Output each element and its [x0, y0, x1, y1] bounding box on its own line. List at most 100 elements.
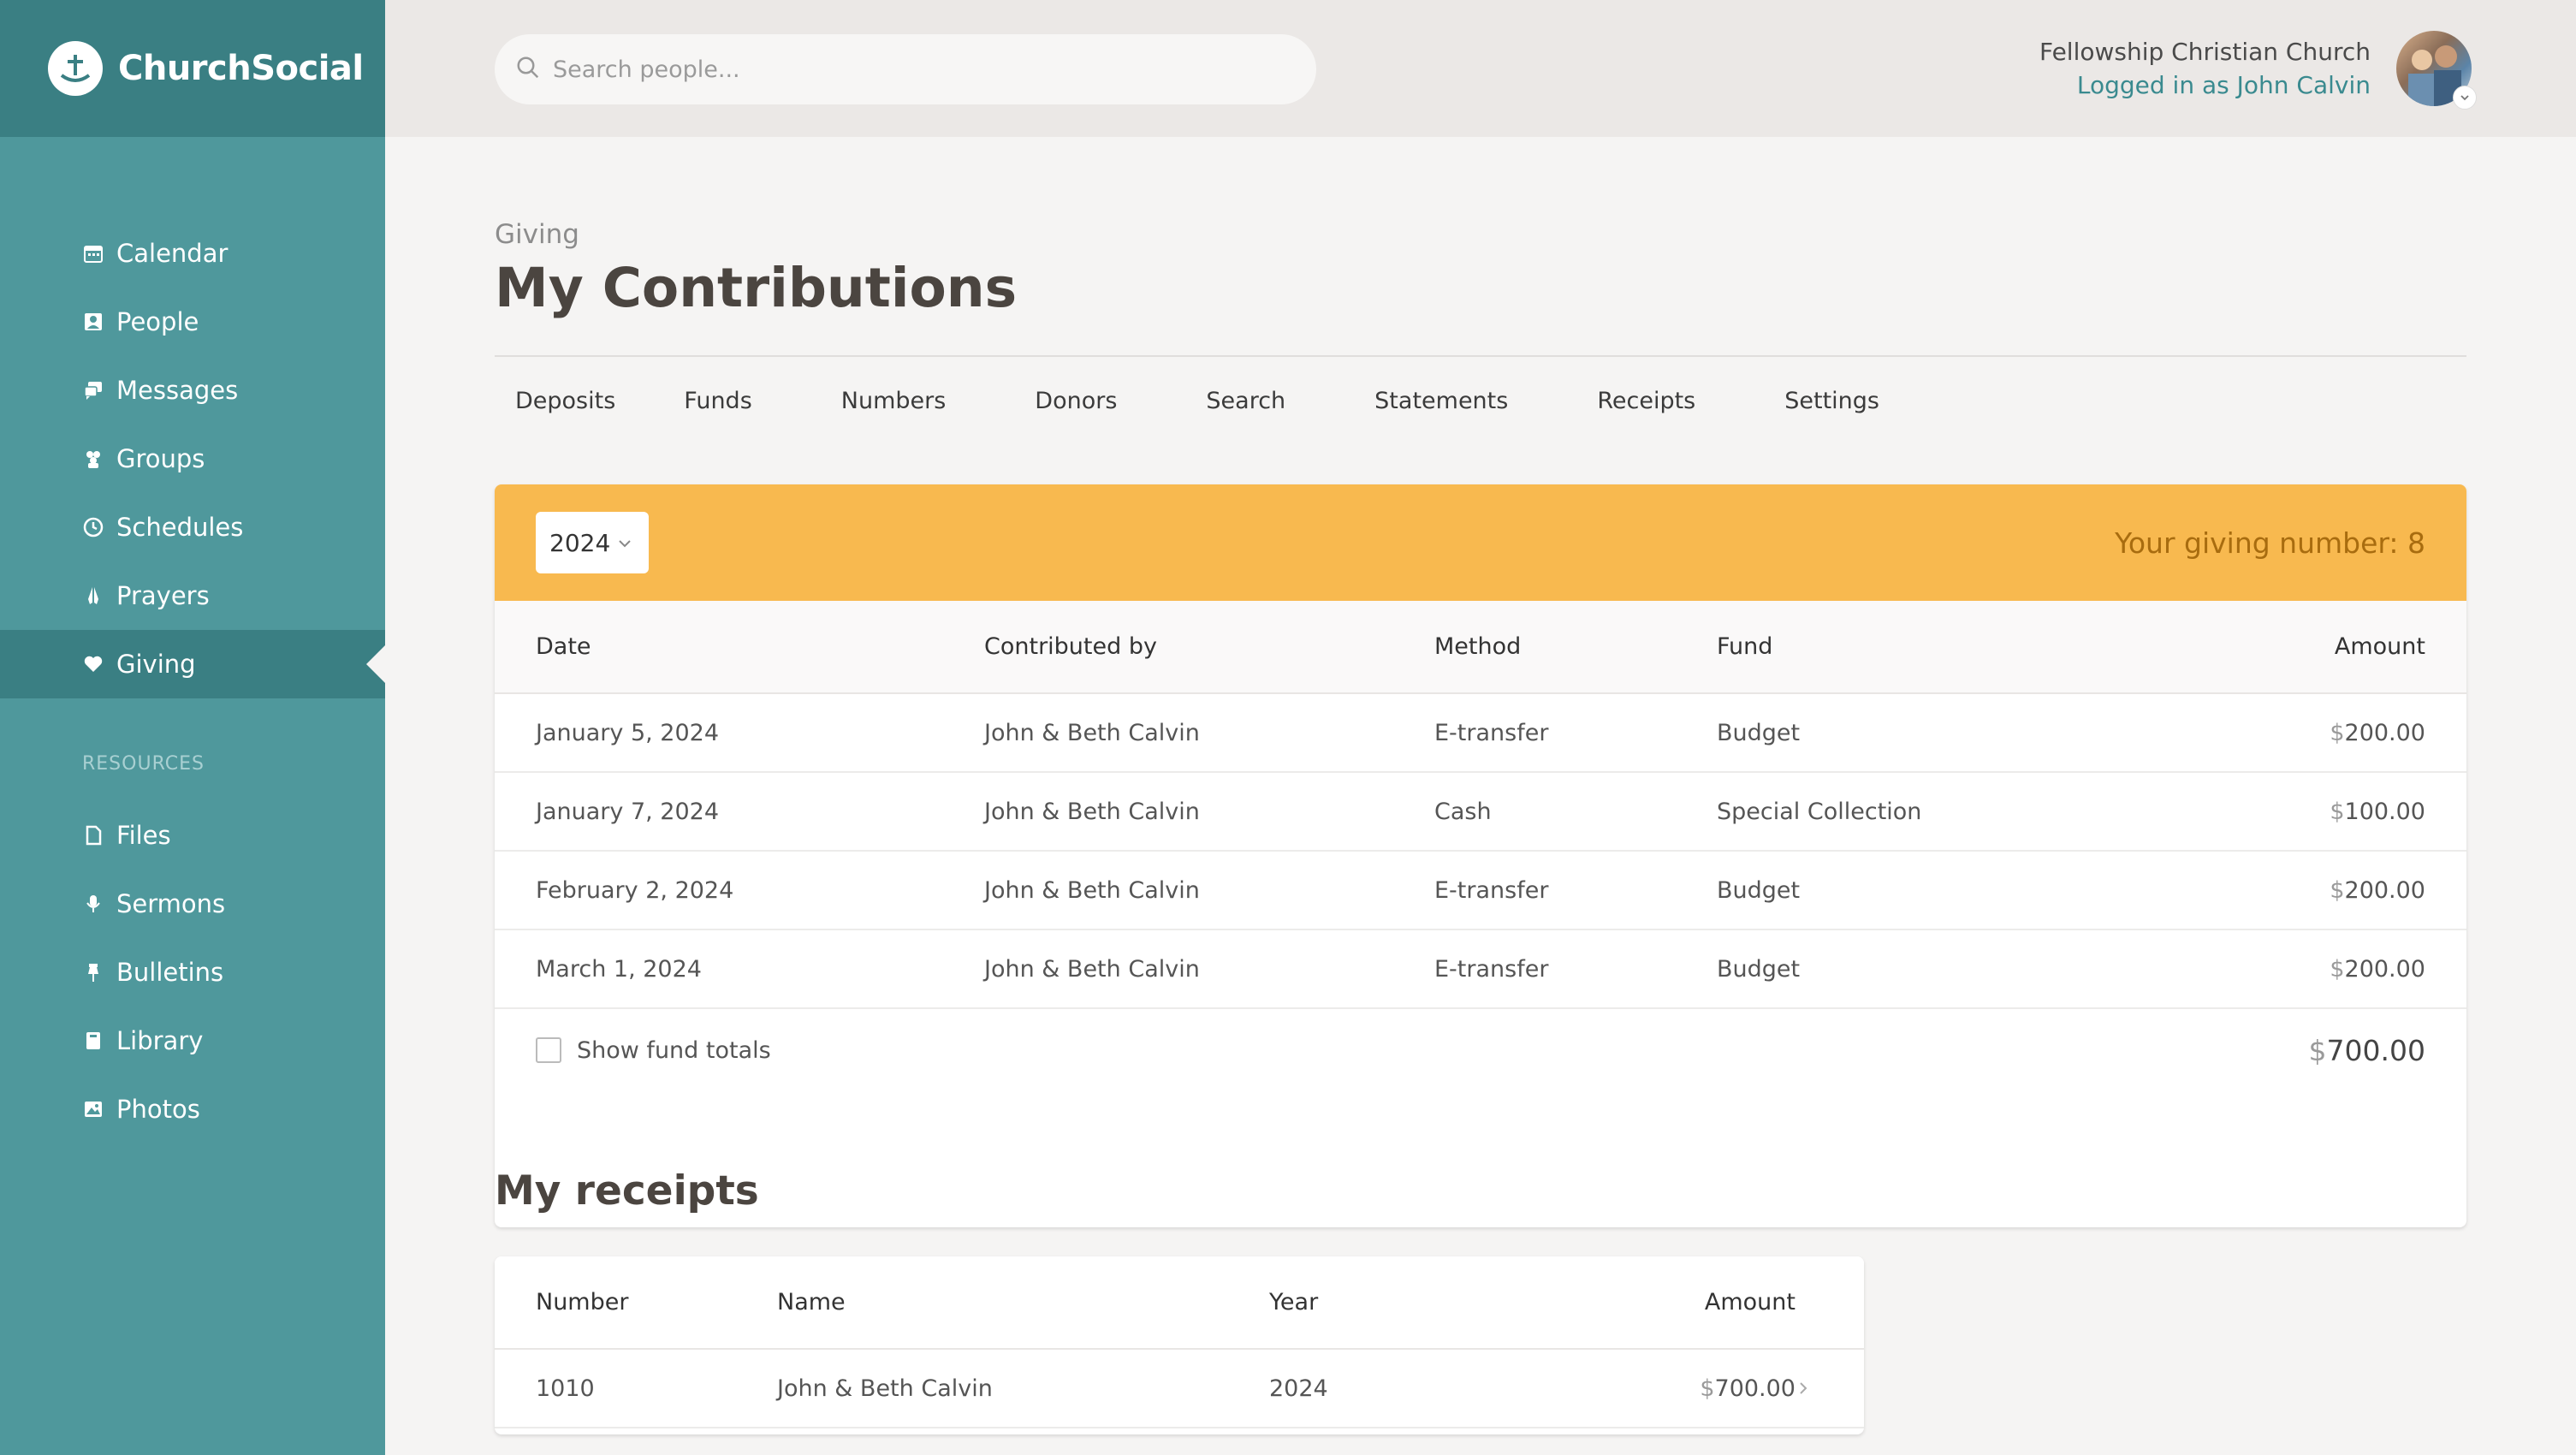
resources-nav: Files Sermons Bulletins Library Photos [0, 801, 385, 1143]
cell-amount: $200.00 [2166, 851, 2466, 930]
column-header-amount[interactable]: Amount [1526, 1256, 1795, 1350]
tab-receipts[interactable]: Receipts [1597, 388, 1696, 414]
tab-donors[interactable]: Donors [1035, 388, 1118, 414]
sidebar-item-groups[interactable]: Groups [0, 425, 385, 493]
year-select[interactable]: 2024 [536, 512, 649, 573]
sidebar-item-sermons[interactable]: Sermons [0, 870, 385, 938]
tab-search[interactable]: Search [1206, 388, 1286, 414]
tab-numbers[interactable]: Numbers [840, 388, 947, 414]
show-fund-totals-toggle[interactable]: Show fund totals [536, 1037, 771, 1064]
cell-year: 2024 [1269, 1349, 1526, 1428]
amount-value: 200.00 [2344, 719, 2425, 746]
cell-contributed-by: John & Beth Calvin [984, 693, 1434, 773]
top-bar: Fellowship Christian Church Logged in as… [385, 0, 2576, 137]
currency-symbol: $ [2330, 955, 2345, 983]
giving-number: Your giving number: 8 [2115, 526, 2425, 560]
sidebar-item-bulletins[interactable]: Bulletins [0, 938, 385, 1007]
cell-method: E-transfer [1434, 929, 1717, 1009]
main-content: Giving My Contributions Deposits Funds N… [495, 137, 2466, 1434]
user-info: Fellowship Christian Church Logged in as… [2039, 38, 2371, 99]
logged-in-link[interactable]: Logged in as John Calvin [2076, 71, 2371, 99]
cell-date: March 1, 2024 [495, 929, 984, 1009]
praying-hands-icon [82, 585, 104, 607]
table-row[interactable]: January 5, 2024 John & Beth Calvin E-tra… [495, 693, 2466, 773]
sidebar-item-giving[interactable]: Giving [0, 630, 385, 698]
sidebar-item-people[interactable]: People [0, 288, 385, 356]
tab-deposits[interactable]: Deposits [515, 388, 616, 414]
giving-banner: 2024 Your giving number: 8 [495, 484, 2466, 601]
cell-amount: $200.00 [2166, 693, 2466, 773]
main-nav: Calendar People Messages Groups Schedule… [0, 219, 385, 698]
groups-icon [82, 448, 104, 470]
table-header-row: Date Contributed by Method Fund Amount [495, 601, 2466, 694]
brand[interactable]: ChurchSocial [0, 0, 385, 137]
sidebar-item-calendar[interactable]: Calendar [0, 219, 385, 288]
amount-value: 700.00 [1714, 1375, 1795, 1402]
column-header-number[interactable]: Number [495, 1256, 777, 1350]
tab-statements[interactable]: Statements [1374, 388, 1509, 414]
breadcrumb[interactable]: Giving [495, 219, 579, 250]
receipts-heading: My receipts [495, 1167, 759, 1214]
cell-fund: Budget [1717, 929, 2167, 1009]
table-row[interactable]: January 7, 2024 John & Beth Calvin Cash … [495, 772, 2466, 852]
table-row[interactable]: March 1, 2024 John & Beth Calvin E-trans… [495, 929, 2466, 1009]
cell-number: 1010 [495, 1349, 777, 1428]
cell-contributed-by: John & Beth Calvin [984, 929, 1434, 1009]
column-header-fund[interactable]: Fund [1717, 601, 2167, 694]
cell-method: E-transfer [1434, 693, 1717, 773]
column-header-name[interactable]: Name [777, 1256, 1269, 1350]
sidebar-item-label: Calendar [116, 239, 229, 268]
chevron-right-icon[interactable] [1795, 1349, 1864, 1428]
sidebar-item-schedules[interactable]: Schedules [0, 493, 385, 561]
sidebar-item-photos[interactable]: Photos [0, 1075, 385, 1143]
sidebar-item-label: Messages [116, 376, 239, 405]
sidebar-item-messages[interactable]: Messages [0, 356, 385, 425]
column-header-method[interactable]: Method [1434, 601, 1717, 694]
cell-amount: $200.00 [2166, 929, 2466, 1009]
total-amount: $700.00 [2309, 1034, 2425, 1067]
cell-amount: $100.00 [2166, 772, 2466, 852]
sidebar-item-prayers[interactable]: Prayers [0, 561, 385, 630]
divider [495, 355, 2466, 357]
chevron-down-icon[interactable] [2453, 86, 2477, 110]
tab-funds[interactable]: Funds [684, 388, 752, 414]
search-input[interactable] [553, 56, 1289, 83]
avatar[interactable] [2396, 31, 2472, 106]
tab-settings[interactable]: Settings [1784, 388, 1879, 414]
church-logo-icon [48, 41, 103, 96]
cell-date: January 7, 2024 [495, 772, 984, 852]
column-header-date[interactable]: Date [495, 601, 984, 694]
total-value: 700.00 [2326, 1033, 2425, 1067]
book-icon [82, 1030, 104, 1052]
clock-icon [82, 516, 104, 538]
contributions-table: Date Contributed by Method Fund Amount J… [495, 601, 2466, 1009]
sidebar-item-files[interactable]: Files [0, 801, 385, 870]
sidebar-item-library[interactable]: Library [0, 1007, 385, 1075]
cell-name: John & Beth Calvin [777, 1349, 1269, 1428]
sidebar-item-label: Groups [116, 444, 205, 473]
receipts-card: Number Name Year Amount 1010 John & Beth… [495, 1256, 1864, 1434]
currency-symbol: $ [2330, 719, 2345, 746]
column-header-contributed-by[interactable]: Contributed by [984, 601, 1434, 694]
cell-method: Cash [1434, 772, 1717, 852]
page-title: My Contributions [495, 257, 1018, 319]
sidebar: ChurchSocial Calendar People Messages Gr… [0, 0, 385, 1455]
currency-symbol: $ [2308, 1033, 2327, 1067]
show-fund-totals-checkbox[interactable] [536, 1037, 561, 1063]
column-header-amount[interactable]: Amount [2166, 601, 2466, 694]
column-header-year[interactable]: Year [1269, 1256, 1526, 1350]
sidebar-item-label: Sermons [116, 889, 226, 918]
table-row[interactable]: February 2, 2024 John & Beth Calvin E-tr… [495, 851, 2466, 930]
total-row: Show fund totals $700.00 [495, 1009, 2466, 1091]
cell-date: January 5, 2024 [495, 693, 984, 773]
year-select-value: 2024 [549, 528, 611, 557]
cell-amount: $700.00 [1526, 1349, 1795, 1428]
amount-value: 100.00 [2344, 798, 2425, 825]
search-box[interactable] [495, 34, 1316, 104]
currency-symbol: $ [1700, 1375, 1715, 1402]
sidebar-item-label: Giving [116, 650, 196, 679]
show-fund-totals-label: Show fund totals [577, 1036, 771, 1064]
people-icon [82, 311, 104, 333]
table-row[interactable]: 1010 John & Beth Calvin 2024 $700.00 [495, 1349, 1864, 1428]
cell-fund: Special Collection [1717, 772, 2167, 852]
